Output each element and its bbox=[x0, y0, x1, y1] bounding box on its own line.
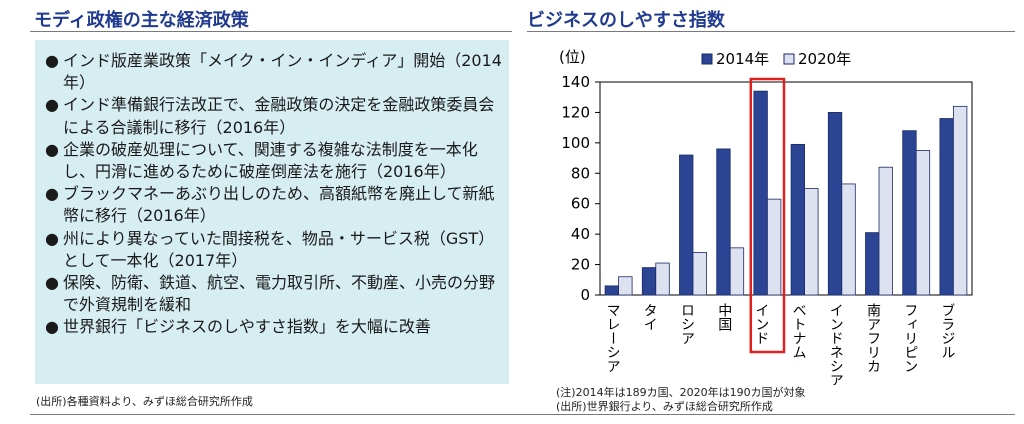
policy-item: ● インド版産業政策「メイク・イン・インディア」開始（2014年） bbox=[45, 50, 503, 94]
chart-section-title: ビジネスのしやすさ指数 bbox=[527, 10, 725, 31]
bar-2014 bbox=[679, 154, 694, 296]
bullet-icon: ● bbox=[45, 273, 59, 293]
policy-item-text: ブラックマネーあぶり出しのため、高額紙幣を廃止して新紙幣に移行（2016年） bbox=[63, 184, 495, 226]
y-tick-label: 40 bbox=[571, 225, 590, 243]
policy-item-text: 保険、防衛、鉄道、航空、電力取引所、不動産、小売の分野で外資規制を緩和 bbox=[63, 273, 496, 315]
legend-swatch bbox=[701, 53, 713, 65]
policy-item: ● インド準備銀行法改正で、金融政策の決定を金融政策委員会による合議制に移行（20… bbox=[45, 94, 503, 138]
bar-2020 bbox=[692, 251, 707, 296]
left-source-note: (出所)各種資料より、みずほ総合研究所作成 bbox=[36, 395, 253, 408]
y-tick-label: 120 bbox=[561, 103, 590, 121]
x-category-label: マレーシア bbox=[605, 303, 621, 373]
bullet-icon: ● bbox=[45, 95, 59, 115]
chart-note: (注)2014年は189カ国、2020年は190カ国が対象 bbox=[556, 386, 806, 399]
bar-2014 bbox=[753, 90, 768, 296]
bullet-icon: ● bbox=[45, 317, 59, 337]
chart-source-note: (出所)世界銀行より、みずほ総合研究所作成 bbox=[556, 400, 773, 413]
x-category-label: 南アフリカ bbox=[865, 303, 881, 373]
y-unit-label: (位) bbox=[559, 48, 586, 66]
bar-2020 bbox=[618, 276, 633, 296]
policy-item-text: 企業の破産処理について、関連する複雑な法制度を一本化し、円滑に進めるために破産倒… bbox=[63, 139, 478, 182]
y-tick-label: 100 bbox=[561, 134, 590, 152]
bar-2014 bbox=[865, 232, 880, 296]
bullet-icon: ● bbox=[45, 51, 59, 70]
policy-item: ● 世界銀行「ビジネスのしやすさ指数」を大幅に改善 bbox=[45, 316, 503, 338]
x-category-label: ブラジル bbox=[939, 303, 955, 359]
bar-2020 bbox=[878, 166, 893, 296]
bullet-icon: ● bbox=[45, 139, 59, 159]
bar-2014 bbox=[641, 267, 657, 296]
legend-label: 2014年 bbox=[716, 50, 769, 68]
bar-2020 bbox=[841, 183, 856, 296]
legend-label: 2020年 bbox=[798, 50, 851, 68]
y-tick-label: 60 bbox=[571, 195, 590, 213]
policy-item-text: インド準備銀行法改正で、金融政策の決定を金融政策委員会による合議制に移行（201… bbox=[63, 95, 495, 137]
policy-item: ● 保険、防衛、鉄道、航空、電力取引所、不動産、小売の分野で外資規制を緩和 bbox=[45, 272, 503, 316]
highlight-box bbox=[749, 77, 786, 354]
x-category-label: ロシア bbox=[679, 303, 695, 345]
x-category-label: ベトナム bbox=[791, 303, 807, 359]
bar-2014 bbox=[939, 118, 954, 296]
policy-item-text: インド版産業政策「メイク・イン・インディア」開始（2014年） bbox=[63, 51, 502, 93]
policy-item: ● ブラックマネーあぶり出しのため、高額紙幣を廃止して新紙幣に移行（2016年） bbox=[45, 183, 503, 227]
bullet-icon: ● bbox=[45, 184, 59, 204]
bar-2020 bbox=[952, 105, 968, 296]
policy-section-title: モディ政権の主な経済政策 bbox=[34, 10, 249, 31]
policy-item: ● 州により異なっていた間接税を、物品・サービス税（GST）として一本化（2017… bbox=[45, 228, 503, 272]
policy-list-panel: ● インド版産業政策「メイク・イン・インディア」開始（2014年） ● インド準備銀行… bbox=[35, 40, 509, 384]
policy-item-text: 世界銀行「ビジネスのしやすさ指数」を大幅に改善 bbox=[63, 317, 431, 337]
bar-2014 bbox=[604, 285, 619, 296]
bar-2020 bbox=[729, 247, 745, 296]
y-tick-label: 20 bbox=[571, 256, 590, 274]
bullet-icon: ● bbox=[45, 228, 59, 248]
x-category-label: タイ bbox=[642, 303, 658, 331]
legend-swatch bbox=[783, 53, 795, 65]
x-category-label: 中国 bbox=[716, 303, 732, 331]
bar-2020 bbox=[915, 150, 931, 296]
x-category-label: インドネシア bbox=[828, 303, 844, 385]
bar-2014 bbox=[827, 112, 843, 296]
right-title-divider bbox=[527, 31, 1015, 32]
y-tick-label: 0 bbox=[580, 286, 590, 304]
bar-2014 bbox=[716, 148, 731, 296]
x-category-label: フィリピン bbox=[902, 303, 918, 373]
left-title-divider bbox=[30, 31, 512, 32]
policy-item: ● 企業の破産処理について、関連する複雑な法制度を一本化し、円滑に進めるために破産… bbox=[45, 139, 503, 183]
y-tick-label: 140 bbox=[561, 73, 590, 91]
policy-item-text: 州により異なっていた間接税を、物品・サービス税（GST）として一本化（2017年… bbox=[63, 228, 495, 270]
x-category-label: インド bbox=[753, 303, 769, 345]
bottom-divider bbox=[30, 414, 1015, 415]
bar-2020 bbox=[766, 198, 782, 296]
bar-2014 bbox=[902, 130, 917, 296]
bar-2020 bbox=[655, 262, 670, 296]
bar-2020 bbox=[804, 188, 819, 296]
plot-area-frame bbox=[599, 81, 973, 296]
y-tick-label: 80 bbox=[571, 164, 590, 182]
bar-2014 bbox=[790, 143, 806, 296]
